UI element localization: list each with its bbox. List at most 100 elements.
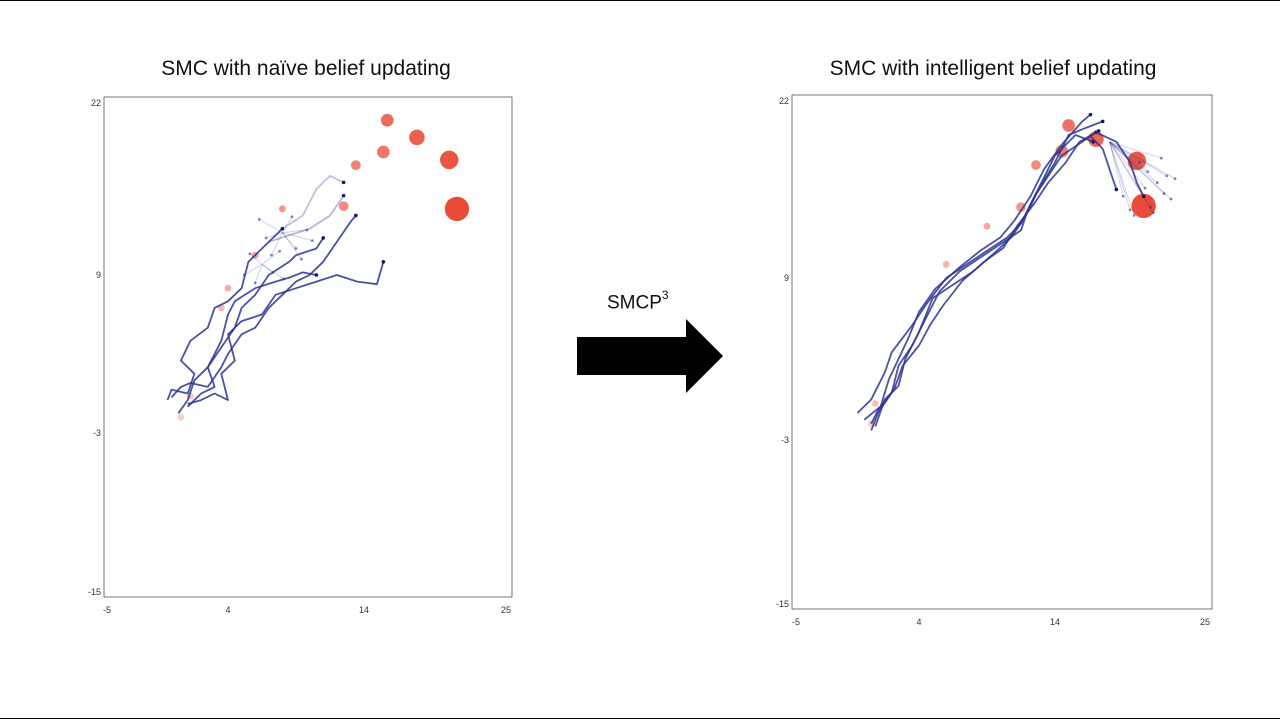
y-tick-label: 9 bbox=[96, 270, 101, 280]
particle-link bbox=[265, 232, 283, 239]
y-tick-label: -3 bbox=[93, 428, 101, 438]
trajectory-line bbox=[166, 228, 284, 401]
x-tick-label: -5 bbox=[792, 617, 800, 627]
particle-link bbox=[271, 232, 283, 256]
observation-point bbox=[871, 400, 879, 407]
transform-label: SMCP3 bbox=[607, 288, 669, 314]
trajectory-endpoint bbox=[1141, 194, 1146, 199]
trajectory-endpoint bbox=[1088, 112, 1093, 117]
y-tick-label: 22 bbox=[779, 96, 789, 106]
particle-point bbox=[1121, 194, 1125, 198]
y-tick-label: 22 bbox=[91, 98, 101, 108]
trajectory-line bbox=[870, 134, 1094, 431]
trajectory-line bbox=[187, 237, 324, 408]
trajectory-endpoint bbox=[341, 193, 346, 198]
particle-point bbox=[248, 252, 252, 256]
particle-link bbox=[244, 263, 263, 276]
right-chart: -5 4 14 25 22 9 -3 -15 bbox=[776, 94, 1213, 627]
particle-link bbox=[1109, 141, 1149, 173]
observation-point bbox=[439, 150, 459, 170]
particle-point bbox=[1146, 170, 1150, 174]
observation-point bbox=[1127, 151, 1147, 171]
x-tick-label: 4 bbox=[225, 605, 230, 615]
trajectory-endpoint bbox=[314, 273, 319, 277]
particle-link bbox=[1109, 141, 1146, 189]
particle-point bbox=[1143, 186, 1147, 190]
y-tick-label: -15 bbox=[88, 587, 101, 597]
particle-point bbox=[1149, 205, 1152, 209]
particle-point bbox=[257, 218, 261, 221]
observation-point bbox=[983, 222, 991, 230]
particle-point bbox=[1159, 156, 1163, 160]
trajectory-endpoint bbox=[341, 180, 346, 185]
particle-link bbox=[261, 264, 274, 273]
particle-point bbox=[270, 253, 273, 257]
particle-point bbox=[1138, 160, 1141, 164]
observation-point bbox=[1131, 193, 1156, 218]
observation-point bbox=[177, 413, 185, 421]
trajectory-line bbox=[863, 113, 1092, 421]
particle-point bbox=[1173, 177, 1177, 181]
trajectory-endpoint bbox=[321, 236, 326, 240]
particle-point bbox=[264, 236, 268, 240]
observation-point bbox=[380, 113, 394, 127]
right-chart-title: SMC with intelligent belief updating bbox=[829, 57, 1157, 80]
particle-link bbox=[282, 232, 297, 249]
particle-link bbox=[281, 216, 293, 233]
particle-point bbox=[253, 281, 257, 285]
trajectory-endpoint bbox=[280, 226, 285, 231]
trajectory-line bbox=[874, 120, 1104, 427]
observation-point bbox=[1031, 160, 1041, 170]
x-tick-label: 4 bbox=[916, 617, 921, 627]
particle-link bbox=[249, 253, 263, 265]
y-tick-label: -15 bbox=[776, 599, 789, 609]
particle-link bbox=[1109, 141, 1158, 184]
trajectory-line bbox=[1088, 134, 1118, 190]
observation-point bbox=[1016, 202, 1026, 213]
particle-point bbox=[1128, 208, 1132, 212]
plot-frame bbox=[103, 96, 513, 598]
observation-point bbox=[338, 201, 349, 212]
trajectory-line bbox=[856, 131, 1097, 414]
observation-point bbox=[350, 160, 361, 171]
x-tick-label: 14 bbox=[359, 605, 369, 615]
top-border bbox=[0, 0, 1280, 1]
observation-point bbox=[942, 260, 950, 268]
particle-point bbox=[305, 228, 309, 232]
trajectory-line bbox=[187, 261, 385, 405]
trajectory-line bbox=[870, 130, 1100, 425]
trajectory-endpoint bbox=[1114, 187, 1119, 192]
x-tick-label: -5 bbox=[103, 605, 111, 615]
particle-link bbox=[282, 229, 307, 234]
trajectory-endpoint bbox=[381, 259, 386, 264]
transform-label-text: SMCP bbox=[607, 292, 662, 314]
particle-point bbox=[310, 239, 314, 243]
particle-point bbox=[1132, 213, 1136, 217]
x-tick-label: 25 bbox=[1200, 617, 1210, 627]
particle-link bbox=[1109, 141, 1131, 211]
particle-link bbox=[1109, 141, 1172, 200]
x-tick-label: 14 bbox=[1050, 617, 1060, 627]
particle-link bbox=[1109, 141, 1168, 177]
particle-point bbox=[1162, 192, 1166, 195]
particle-link bbox=[1109, 141, 1165, 194]
particle-link bbox=[282, 232, 313, 242]
observation-point bbox=[377, 145, 390, 159]
particle-link bbox=[1109, 141, 1140, 163]
trajectory-line bbox=[170, 214, 357, 399]
transform-superscript: 3 bbox=[661, 288, 669, 302]
particle-point bbox=[290, 215, 294, 219]
particle-link bbox=[1109, 141, 1124, 197]
left-chart-title: SMC with naïve belief updating bbox=[161, 57, 451, 80]
particle-point bbox=[1169, 197, 1173, 201]
observation-point bbox=[278, 205, 286, 213]
particle-link bbox=[254, 264, 263, 284]
trajectory-endpoint bbox=[354, 213, 358, 218]
particle-link bbox=[259, 218, 283, 234]
trajectory-line bbox=[1095, 131, 1145, 197]
observation-point bbox=[1062, 119, 1075, 132]
y-tick-label: -3 bbox=[781, 435, 789, 445]
observation-point bbox=[409, 129, 425, 146]
trajectory-line bbox=[281, 174, 344, 230]
